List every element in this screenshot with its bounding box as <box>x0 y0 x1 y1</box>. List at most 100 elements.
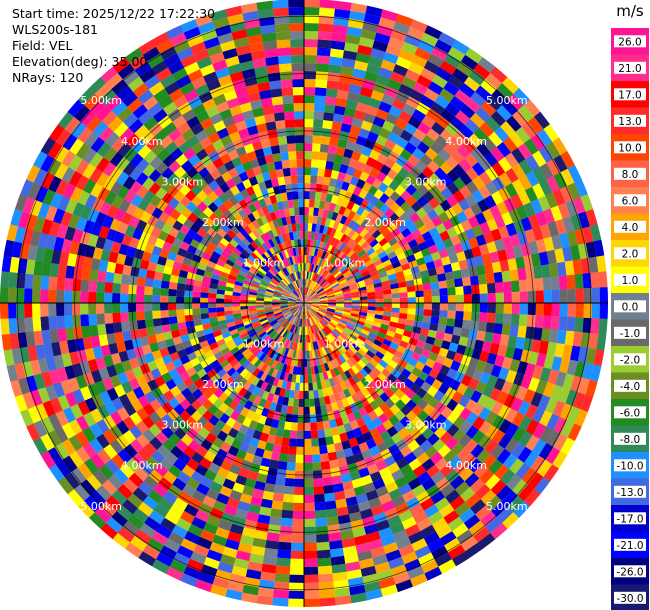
velocity-gate <box>318 372 325 382</box>
velocity-gate <box>142 428 156 443</box>
velocity-gate <box>316 63 330 73</box>
velocity-gate <box>364 374 374 384</box>
velocity-gate <box>404 451 417 465</box>
velocity-gate <box>139 336 150 347</box>
velocity-gate <box>440 418 454 432</box>
velocity-gate <box>447 74 464 90</box>
velocity-gate <box>502 281 512 293</box>
velocity-gate <box>535 303 545 316</box>
velocity-gate <box>326 370 333 380</box>
velocity-gate <box>90 335 101 348</box>
velocity-gate <box>341 415 350 425</box>
velocity-gate <box>129 357 140 369</box>
velocity-gate <box>284 389 291 398</box>
velocity-gate <box>210 321 219 328</box>
velocity-gate <box>304 198 310 208</box>
velocity-gate <box>345 275 354 282</box>
velocity-gate <box>515 126 531 144</box>
range-ring-label: 4.00km <box>121 459 163 472</box>
velocity-gate <box>122 330 132 342</box>
velocity-gate <box>332 376 340 386</box>
velocity-gate <box>550 276 560 291</box>
velocity-gate <box>583 287 592 304</box>
velocity-gate <box>470 147 485 163</box>
velocity-gate <box>307 310 312 318</box>
velocity-gate <box>360 387 370 397</box>
velocity-gate <box>332 483 344 493</box>
velocity-gate <box>139 461 155 476</box>
velocity-gate <box>319 295 328 299</box>
velocity-gate <box>256 298 265 301</box>
velocity-gate <box>72 362 84 378</box>
velocity-gate <box>241 359 251 369</box>
velocity-gate <box>202 495 217 508</box>
velocity-gate <box>191 451 204 464</box>
velocity-gate <box>532 150 547 168</box>
velocity-gate <box>154 218 166 231</box>
velocity-gate <box>507 258 518 271</box>
velocity-gate <box>225 314 234 320</box>
velocity-gate <box>282 501 294 511</box>
velocity-gate <box>19 243 31 260</box>
velocity-gate <box>580 194 594 212</box>
velocity-gate <box>224 290 233 296</box>
velocity-gate <box>6 364 19 382</box>
velocity-gate <box>216 338 226 347</box>
velocity-gate <box>404 558 422 572</box>
velocity-gate <box>229 573 246 585</box>
velocity-gate <box>423 254 434 264</box>
velocity-gate <box>295 350 299 359</box>
velocity-gate <box>484 331 494 343</box>
velocity-gate <box>373 259 383 267</box>
velocity-gate <box>454 318 464 329</box>
velocity-gate <box>136 433 150 448</box>
velocity-gate <box>528 240 539 255</box>
velocity-gate <box>56 315 66 329</box>
velocity-gate <box>175 439 189 453</box>
velocity-gate <box>356 215 366 226</box>
velocity-gate <box>248 310 257 315</box>
velocity-gate <box>325 290 334 295</box>
velocity-gate <box>364 222 374 232</box>
velocity-gate <box>317 208 324 217</box>
velocity-gate <box>396 276 406 284</box>
velocity-gate <box>431 379 443 391</box>
velocity-gate <box>387 78 402 92</box>
velocity-gate <box>299 374 304 384</box>
velocity-gate <box>417 39 435 54</box>
velocity-gate <box>339 73 353 84</box>
velocity-gate <box>125 390 138 403</box>
velocity-gate <box>493 271 503 283</box>
velocity-gate <box>418 241 429 251</box>
velocity-gate <box>61 238 73 254</box>
velocity-gate <box>113 231 125 244</box>
velocity-gate <box>411 367 422 378</box>
range-ring-label: 5.00km <box>80 94 122 107</box>
velocity-gate <box>241 335 251 343</box>
velocity-gate <box>389 278 398 285</box>
velocity-gate <box>306 287 310 296</box>
velocity-gate <box>326 386 334 396</box>
velocity-gate <box>259 283 268 289</box>
velocity-gate <box>355 493 369 504</box>
velocity-gate <box>200 308 209 314</box>
velocity-gate <box>263 324 272 332</box>
velocity-gate <box>288 315 295 323</box>
velocity-gate <box>254 324 263 331</box>
velocity-gate <box>125 202 138 216</box>
velocity-gate <box>450 116 465 131</box>
velocity-gate <box>479 350 490 363</box>
velocity-gate <box>293 103 305 112</box>
velocity-gate <box>292 87 305 96</box>
velocity-gate <box>226 278 236 285</box>
velocity-gate <box>24 273 34 289</box>
velocity-gate <box>304 342 307 351</box>
velocity-gate <box>336 274 345 282</box>
velocity-gate <box>397 318 407 325</box>
velocity-gate <box>475 234 487 247</box>
velocity-gate <box>320 216 327 226</box>
velocity-gate <box>238 356 248 366</box>
velocity-gate <box>477 321 487 332</box>
velocity-gate <box>281 509 294 519</box>
velocity-gate <box>381 355 392 365</box>
